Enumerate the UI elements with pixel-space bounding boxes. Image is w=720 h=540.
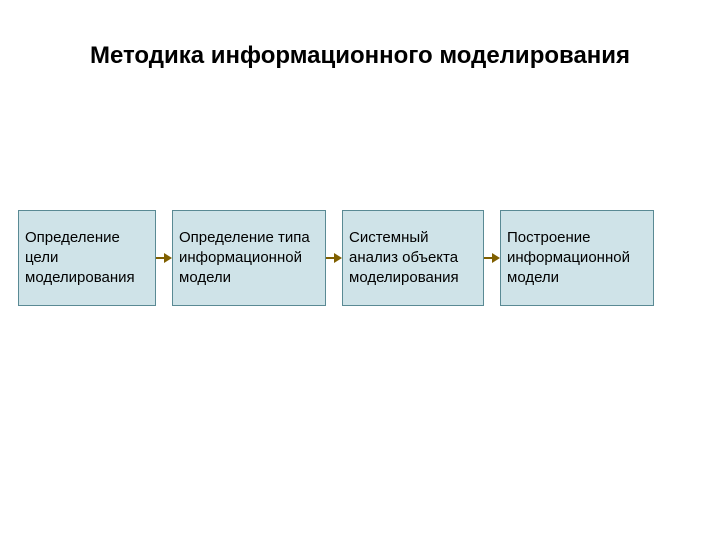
flow-arrow-3 — [484, 251, 500, 265]
flow-box-4-label: Построение информационной модели — [507, 228, 647, 289]
flow-box-4: Построение информационной модели — [500, 210, 654, 306]
page-title: Методика информационного моделирования — [0, 42, 720, 70]
flow-box-3: Системный анализ объекта моделирования — [342, 210, 484, 306]
flow-box-3-label: Системный анализ объекта моделирования — [349, 228, 477, 289]
flow-box-1: Определение цели моделирования — [18, 210, 156, 306]
flow-box-2: Определение типа информационной модели — [172, 210, 326, 306]
flow-arrow-1 — [156, 251, 172, 265]
flow-arrow-2 — [326, 251, 342, 265]
flow-diagram: Определение цели моделирования Определен… — [18, 210, 720, 306]
flow-box-2-label: Определение типа информационной модели — [179, 228, 319, 289]
flow-box-1-label: Определение цели моделирования — [25, 228, 149, 289]
